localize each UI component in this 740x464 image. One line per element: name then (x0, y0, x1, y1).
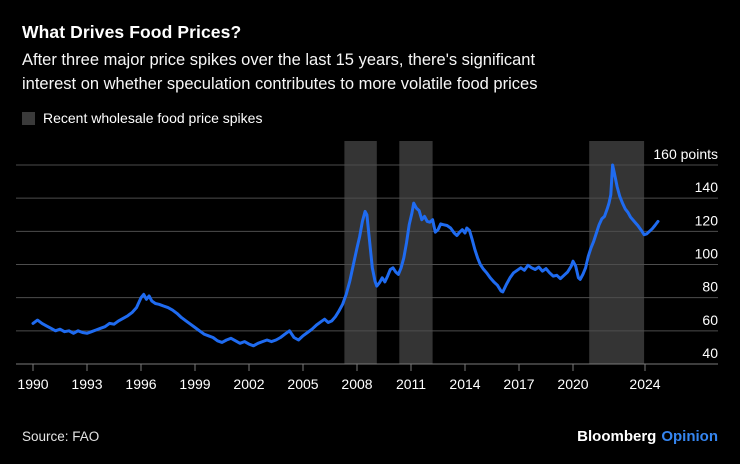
legend: Recent wholesale food price spikes (22, 110, 262, 126)
brand-name: Bloomberg (577, 428, 657, 445)
brand-logo: Bloomberg Opinion (577, 428, 718, 445)
x-axis-label: 2014 (449, 376, 480, 392)
y-axis-label: 140 (695, 179, 719, 195)
x-axis-label: 2020 (557, 376, 588, 392)
y-axis-label: 60 (702, 312, 718, 328)
legend-swatch-icon (22, 111, 35, 125)
legend-label: Recent wholesale food price spikes (43, 110, 263, 126)
y-axis-label: 40 (702, 345, 718, 361)
x-axis-label: 2005 (287, 376, 318, 392)
y-axis-label: 80 (702, 279, 718, 295)
y-axis-label: 160 points (653, 146, 718, 162)
source-note: Source: FAO (22, 429, 100, 444)
x-axis-label: 2002 (233, 376, 264, 392)
subtitle-line-1: After three major price spikes over the … (22, 51, 536, 69)
x-axis-label: 2017 (503, 376, 534, 392)
x-axis-label: 2011 (396, 376, 426, 392)
y-axis-label: 120 (695, 212, 719, 228)
brand-suffix: Opinion (661, 428, 718, 445)
x-axis-label: 2008 (341, 376, 372, 392)
subtitle-line-2: interest on whether speculation contribu… (22, 75, 538, 93)
header: What Drives Food Prices? After three maj… (22, 21, 722, 96)
x-axis-label: 1999 (179, 376, 210, 392)
x-axis-label: 1993 (71, 376, 102, 392)
x-axis-label: 2024 (629, 376, 660, 392)
x-axis-label: 1996 (125, 376, 156, 392)
y-axis-label: 100 (695, 246, 719, 262)
page-title: What Drives Food Prices? (22, 22, 242, 42)
x-axis-label: 1990 (17, 376, 48, 392)
chart-subtitle: After three major price spikes over the … (22, 48, 722, 96)
food-price-index-line (31, 163, 660, 348)
